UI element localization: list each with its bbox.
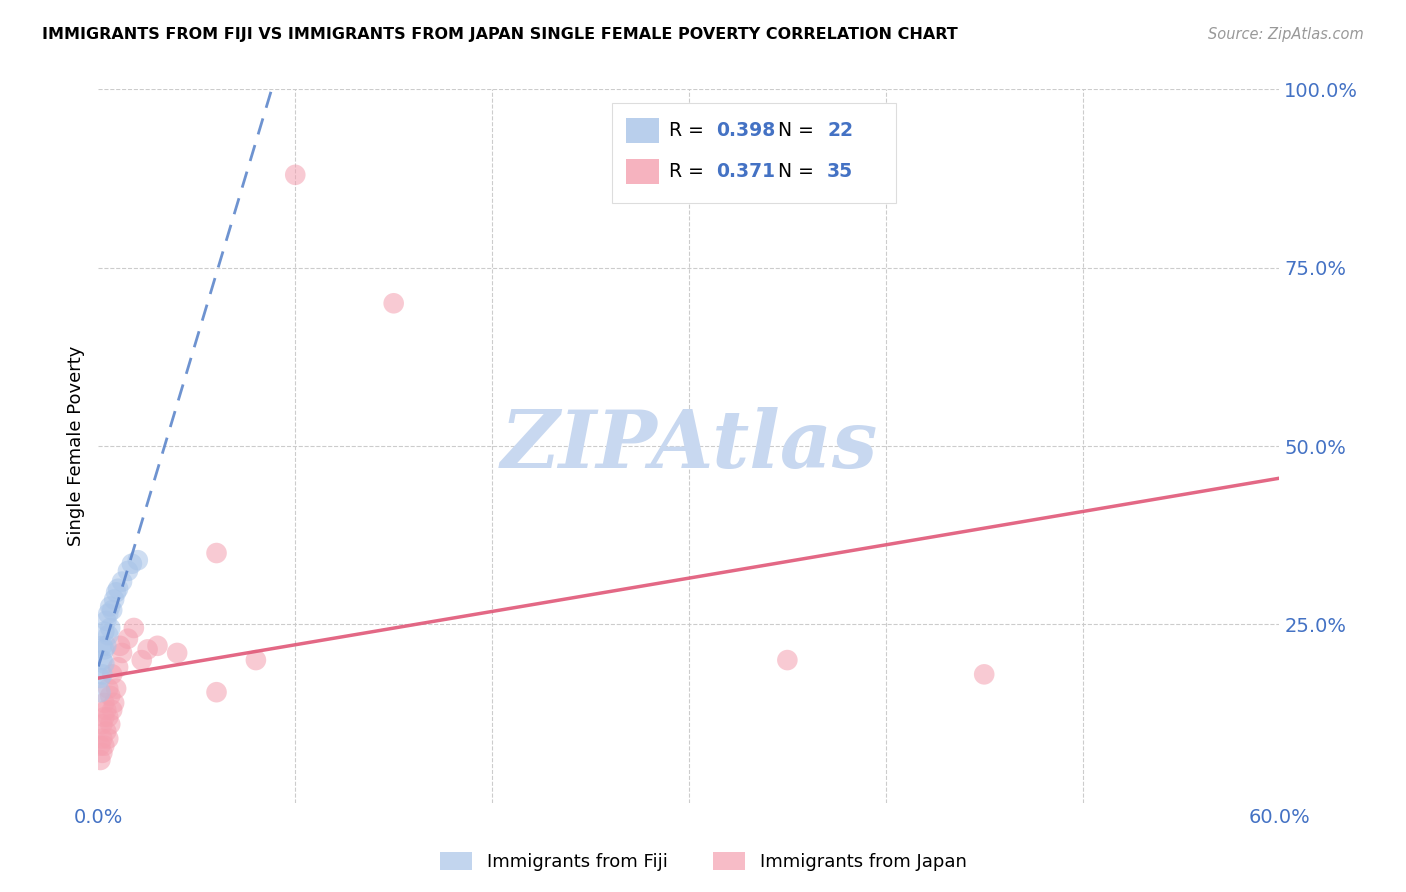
Point [97,710,120,724]
Point [105,585,128,599]
Text: 0.398: 0.398 [716,121,775,140]
Point [91,717,114,731]
Point [97,731,120,746]
Point [91,746,114,760]
Point [382,296,405,310]
Point [98,689,121,703]
Point [89,739,111,753]
Point [98,717,121,731]
Point [93,696,115,710]
Point [96,614,118,628]
Point [245,653,267,667]
Point [111,646,134,660]
Point [96,724,118,739]
Point [97,628,120,642]
Point [91,667,114,681]
Point [98,599,121,614]
Text: Source: ZipAtlas.com: Source: ZipAtlas.com [1208,27,1364,42]
Legend: Immigrants from Fiji, Immigrants from Japan: Immigrants from Fiji, Immigrants from Ja… [433,845,973,879]
Point [117,632,139,646]
Point [136,642,159,657]
Point [91,639,114,653]
Point [91,731,114,746]
Point [131,653,153,667]
Point [101,703,124,717]
Point [103,696,125,710]
Point [89,685,111,699]
Point [146,639,169,653]
Point [107,660,129,674]
Point [103,592,125,607]
Point [96,703,118,717]
Text: 22: 22 [827,121,853,140]
Text: R =: R = [669,161,710,181]
Point [101,667,124,681]
Point [101,603,124,617]
Point [91,653,114,667]
Point [117,564,139,578]
Text: N =: N = [766,121,820,140]
Point [93,642,115,657]
Text: 35: 35 [827,161,853,181]
Point [93,657,115,671]
Bar [612,103,896,203]
Text: N =: N = [766,161,820,181]
Point [121,557,143,571]
Point [284,168,307,182]
Point [89,753,111,767]
Point [973,667,995,681]
Point [89,671,111,685]
Point [97,607,120,621]
Text: R =: R = [669,121,710,140]
Text: ZIPAtlas: ZIPAtlas [501,408,877,484]
Point [107,582,129,596]
Point [166,646,188,660]
Point [93,624,115,639]
Point [122,621,145,635]
Point [96,639,118,653]
Point [97,681,120,696]
Point [111,574,134,589]
Point [98,621,121,635]
Text: IMMIGRANTS FROM FIJI VS IMMIGRANTS FROM JAPAN SINGLE FEMALE POVERTY CORRELATION : IMMIGRANTS FROM FIJI VS IMMIGRANTS FROM … [42,27,957,42]
Point [127,553,149,567]
Point [93,739,115,753]
Point [105,681,128,696]
Point [205,685,228,699]
Point [108,639,131,653]
Bar [626,159,659,184]
Text: 0.371: 0.371 [716,161,775,181]
Bar [626,118,659,143]
Y-axis label: Single Female Poverty: Single Female Poverty [66,346,84,546]
Point [776,653,799,667]
Point [205,546,228,560]
Point [93,710,115,724]
